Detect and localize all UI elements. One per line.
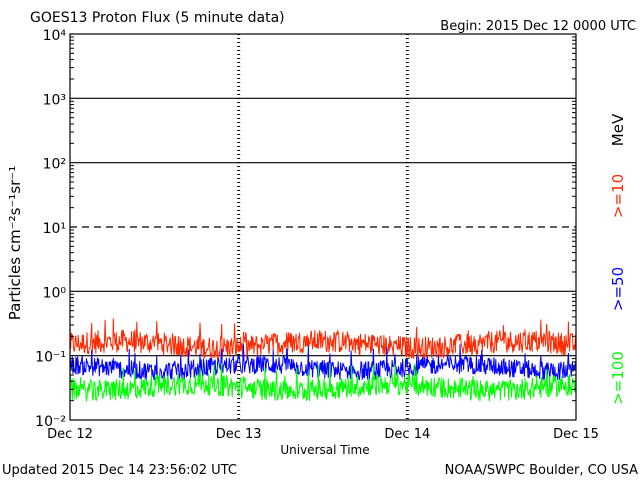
series-line-1 <box>69 344 577 381</box>
legend-item: >=50 <box>609 267 627 311</box>
credit-text: NOAA/SWPC Boulder, CO USA <box>445 463 638 478</box>
frame-layer <box>69 33 577 421</box>
y-tick-label: 10⁴ <box>43 28 67 44</box>
updated-text: Updated 2015 Dec 14 23:56:02 UTC <box>2 463 237 478</box>
y-tick-label: 10¹ <box>43 221 66 237</box>
plot-frame <box>69 33 577 421</box>
y-axis-label: Particles cm⁻²s⁻¹sr⁻¹ <box>6 166 24 320</box>
x-axis-label: Universal Time <box>280 443 369 457</box>
series-layer <box>69 318 577 402</box>
y-tick-label: 10² <box>43 157 66 173</box>
y-tick-label: 10⁻² <box>35 414 66 430</box>
legend: MeV >=10 >=50 >=100 <box>609 113 627 405</box>
x-tick-label: Dec 12 <box>47 427 93 442</box>
legend-unit: MeV <box>609 113 627 146</box>
y-tick-label: 10³ <box>43 92 66 108</box>
chart-title: GOES13 Proton Flux (5 minute data) <box>30 10 285 26</box>
y-tick-label: 10⁰ <box>43 285 67 301</box>
begin-label: Begin: 2015 Dec 12 0000 UTC <box>440 19 636 34</box>
plot-area <box>70 34 576 420</box>
series-line-0 <box>69 318 577 360</box>
x-tick-labels: Dec 12 Dec 13 Dec 14 Dec 15 <box>47 427 599 442</box>
series-line-2 <box>69 363 577 402</box>
legend-item: >=100 <box>609 351 627 405</box>
x-tick-label: Dec 15 <box>553 427 599 442</box>
x-tick-label: Dec 14 <box>384 427 430 442</box>
y-tick-labels: 10⁻² 10⁻¹ 10⁰ 10¹ 10² 10³ 10⁴ <box>35 28 66 430</box>
x-tick-label: Dec 13 <box>216 427 262 442</box>
legend-item: >=10 <box>609 174 627 218</box>
y-tick-label: 10⁻¹ <box>35 350 66 366</box>
